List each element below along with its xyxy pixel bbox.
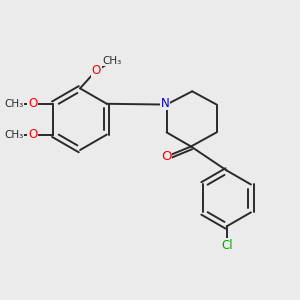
- Text: Cl: Cl: [221, 239, 232, 252]
- Text: O: O: [161, 150, 171, 163]
- Text: O: O: [28, 128, 38, 141]
- Text: O: O: [28, 97, 38, 110]
- Text: CH₃: CH₃: [4, 130, 23, 140]
- Text: CH₃: CH₃: [4, 99, 23, 109]
- Text: O: O: [92, 64, 101, 77]
- Text: N: N: [161, 97, 170, 110]
- Text: CH₃: CH₃: [103, 56, 122, 65]
